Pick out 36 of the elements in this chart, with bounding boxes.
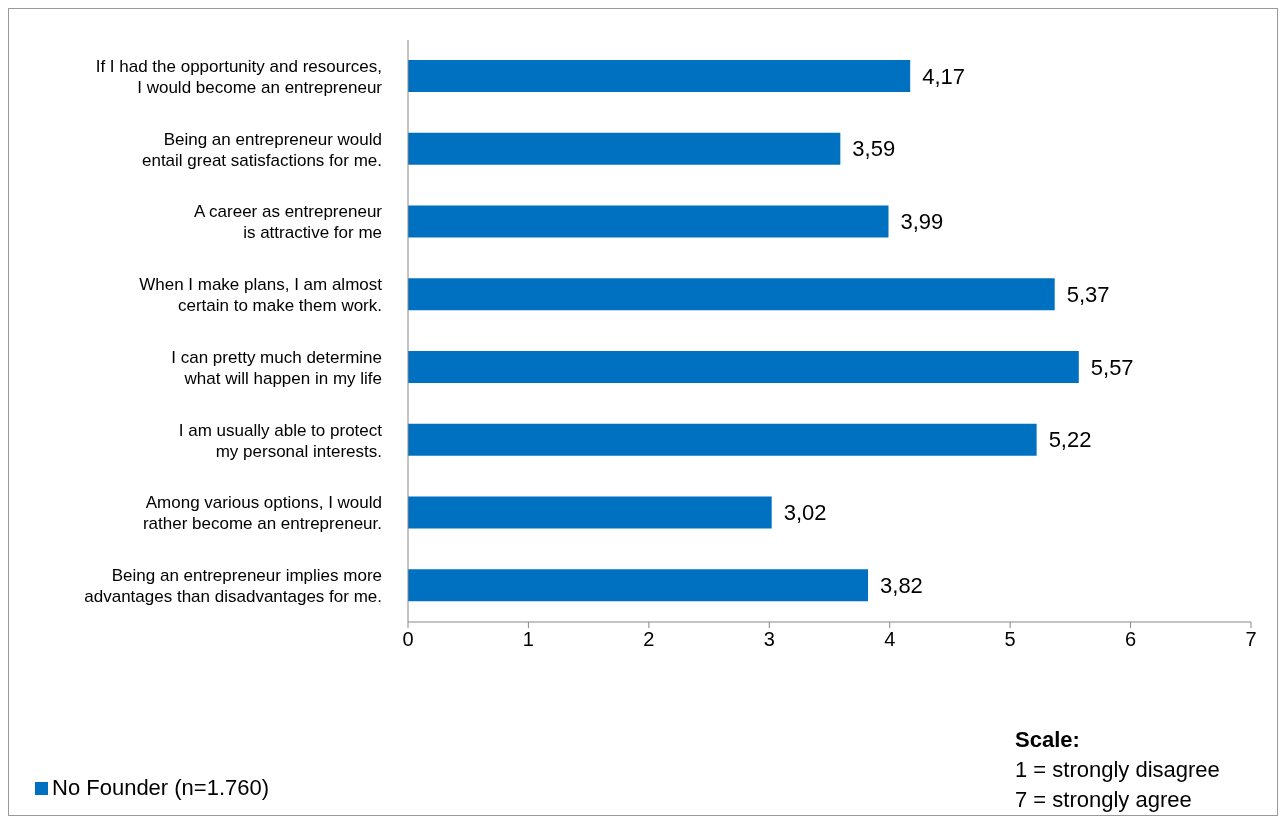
bar — [408, 351, 1079, 383]
bar — [408, 569, 869, 602]
x-tick-label: 7 — [1245, 628, 1257, 651]
bar — [408, 60, 911, 92]
bar — [408, 496, 772, 529]
x-tick-label: 0 — [402, 628, 414, 651]
y-tick-label: I can pretty much determine what will happen in my life — [171, 347, 382, 388]
data-label: 5,37 — [1066, 281, 1110, 307]
bar — [408, 423, 1037, 456]
data-label: 5,22 — [1048, 427, 1092, 453]
data-label: 3,82 — [880, 572, 923, 598]
data-label: 4,17 — [922, 63, 966, 89]
legend-label: No Founder (n=1.760) — [52, 775, 270, 801]
data-label: 3,59 — [852, 136, 896, 162]
text: Scale: — [1015, 726, 1081, 754]
text: 1 = strongly disagree — [1015, 756, 1220, 784]
data-label: 3,99 — [900, 209, 944, 234]
data-label: 3,02 — [783, 500, 827, 525]
y-tick-label: Among various options, I would rather become an entrepreneur. — [142, 492, 382, 533]
x-tick-label: 5 — [1004, 628, 1016, 651]
y-tick-label: A career as entrepreneur is attractive for me — [193, 201, 383, 242]
y-tick-label: When I make plans, I am almost certain to make them work. — [139, 274, 383, 315]
x-tick-label: 1 — [522, 628, 534, 651]
text: 7 = strongly agree — [1015, 786, 1193, 814]
bar — [408, 278, 1055, 311]
bar — [408, 132, 841, 165]
y-tick-label: If I had the opportunity and resources, I would become an entrepreneur — [95, 56, 383, 97]
bar — [408, 205, 889, 238]
y-tick-label: Being an entrepreneur would entail great satisfactions for me. — [141, 129, 382, 170]
x-tick-label: 6 — [1125, 628, 1137, 651]
y-tick-label: Being an entrepreneur implies more advantages than disadvantages for me. — [84, 565, 382, 606]
x-tick-label: 2 — [643, 628, 655, 651]
data-label: 5,57 — [1090, 354, 1134, 380]
x-tick-label: 3 — [763, 628, 775, 651]
x-tick-label: 4 — [884, 628, 896, 651]
y-tick-label: I am usually able to protect my personal interests. — [178, 420, 383, 461]
